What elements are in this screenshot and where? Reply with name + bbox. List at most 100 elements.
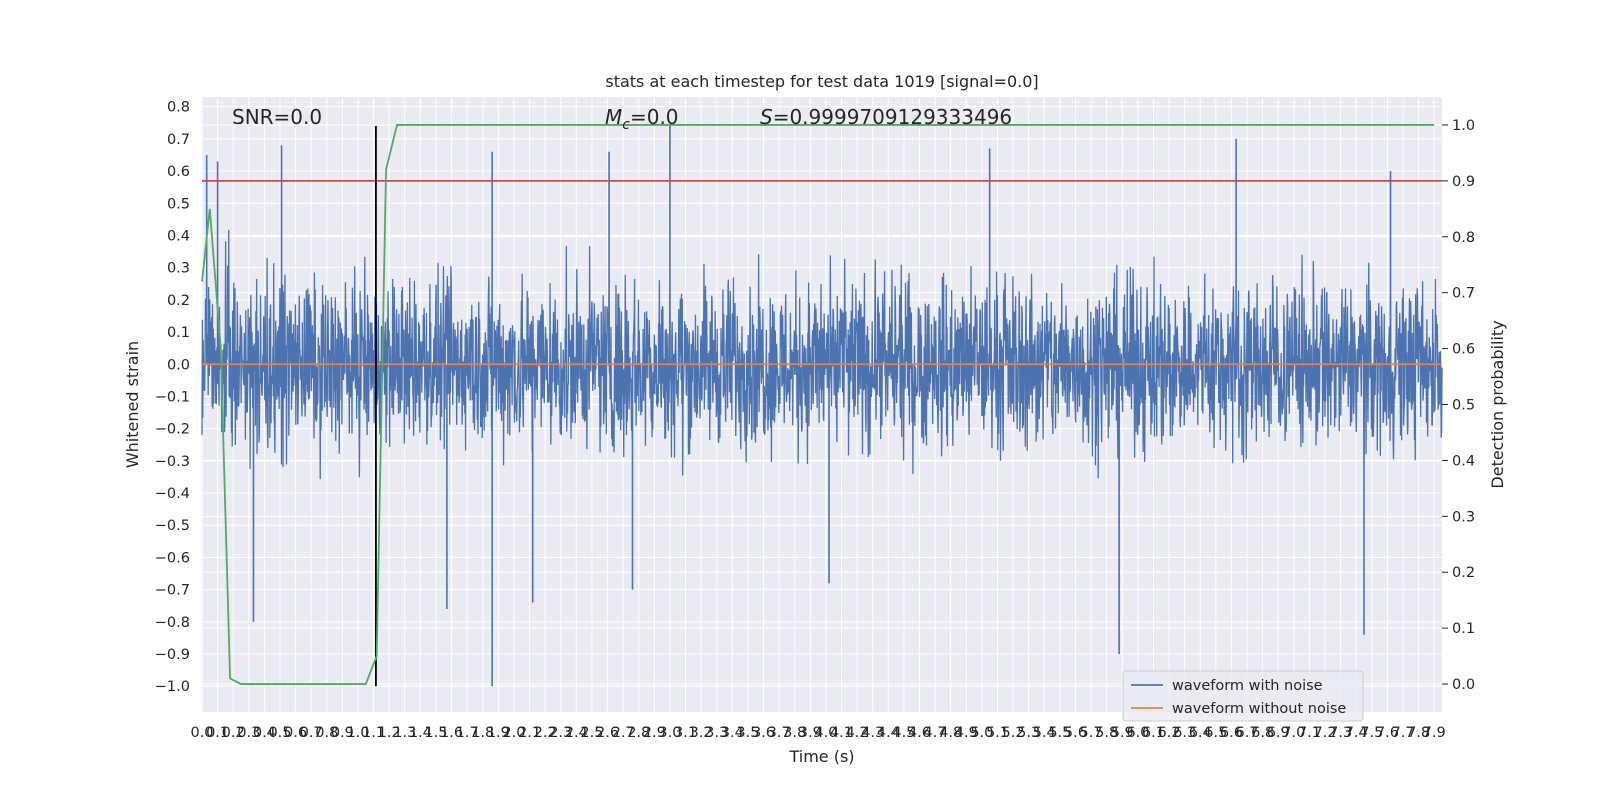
overlay-lines — [201, 124, 1442, 687]
x-tick-label: 2.2 — [534, 725, 557, 741]
y-tick-label-left: 0.8 — [167, 100, 190, 116]
x-tick-label: 7.2 — [1313, 725, 1336, 741]
x-tick-label: 6.3 — [1173, 725, 1196, 741]
x-tick-label: 6.9 — [1267, 725, 1290, 741]
x-tick-label: 3.5 — [736, 725, 759, 741]
chirp-mass-value: =0.0 — [630, 105, 679, 129]
x-tick-label: 1.2 — [378, 725, 401, 741]
x-tick-label: 7.0 — [1282, 725, 1305, 741]
waveform-with-noise-line — [201, 229, 1443, 480]
y-tick-label-left: 0.6 — [167, 164, 190, 180]
x-tick-label: 0.3 — [237, 725, 260, 741]
y-axis-label-left: Whitened strain — [123, 341, 142, 468]
x-tick-label: 6.1 — [1142, 725, 1165, 741]
x-tick-label: 4.9 — [955, 725, 978, 741]
x-tick-label: 2.3 — [549, 725, 572, 741]
x-tick-label: 4.0 — [814, 725, 837, 741]
score-symbol: S — [760, 105, 773, 129]
x-tick-label: 3.7 — [768, 725, 791, 741]
x-tick-label: 6.6 — [1220, 725, 1243, 741]
x-tick-label: 3.6 — [752, 725, 775, 741]
x-tick-label: 7.1 — [1298, 725, 1321, 741]
x-tick-label: 2.5 — [580, 725, 603, 741]
x-tick-label: 6.4 — [1189, 725, 1212, 741]
y-tick-label-right: 0.1 — [1452, 621, 1475, 637]
y-tick-label-right: 0.5 — [1452, 398, 1475, 414]
y-tick-label-right: 0.9 — [1452, 174, 1475, 190]
x-tick-label: 2.4 — [565, 725, 588, 741]
y-tick-label-left: −0.4 — [155, 486, 190, 502]
x-tick-label: 5.4 — [1033, 725, 1056, 741]
snr-annotation: SNR=0.0 — [232, 105, 322, 129]
legend-label-waveform-with-noise: waveform with noise — [1172, 678, 1323, 694]
x-tick-label: 4.5 — [892, 725, 915, 741]
x-tick-label: 1.6 — [440, 725, 463, 741]
y-tick-label-right: 0.2 — [1452, 565, 1475, 581]
x-tick-label: 2.0 — [502, 725, 525, 741]
y-tick-label-left: 0.4 — [167, 228, 190, 244]
x-tick-label: 5.9 — [1111, 725, 1134, 741]
y-tick-label-left: 0.7 — [167, 132, 190, 148]
x-tick-label: 6.7 — [1236, 725, 1259, 741]
y-tick-label-left: 0.2 — [167, 293, 190, 309]
y-tick-label-left: 0.0 — [167, 357, 190, 373]
x-tick-label: 3.2 — [690, 725, 713, 741]
x-tick-label: 5.6 — [1064, 725, 1087, 741]
x-tick-label: 7.6 — [1376, 725, 1399, 741]
y-tick-label-right: 1.0 — [1452, 118, 1475, 134]
x-tick-label: 1.7 — [456, 725, 479, 741]
x-tick-label: 5.1 — [986, 725, 1009, 741]
y-tick-label-left: −1.0 — [155, 679, 190, 695]
y-tick-label-left: −0.9 — [155, 647, 190, 663]
x-tick-label: 6.5 — [1204, 725, 1227, 741]
x-tick-label: 4.7 — [924, 725, 947, 741]
chirp-mass-annotation: Mc=0.0 — [605, 105, 679, 133]
x-tick-label: 0.8 — [315, 725, 338, 741]
x-tick-label: 2.7 — [612, 725, 635, 741]
x-tick-label: 1.9 — [487, 725, 510, 741]
y-tick-label-right: 0.6 — [1452, 342, 1475, 358]
x-tick-label: 1.8 — [471, 725, 494, 741]
y-tick-label-right: 0.3 — [1452, 509, 1475, 525]
x-tick-label: 4.3 — [861, 725, 884, 741]
x-tick-label: 6.0 — [1126, 725, 1149, 741]
legend-box — [1122, 670, 1364, 722]
waveform-with-noise-series — [201, 125, 1443, 687]
legend-label-waveform-without-noise: waveform without noise — [1172, 701, 1346, 717]
y-tick-label-left: −0.3 — [155, 454, 190, 470]
x-tick-label: 1.0 — [346, 725, 369, 741]
y-tick-label-right: 0.7 — [1452, 286, 1475, 302]
x-tick-label: 1.1 — [362, 725, 385, 741]
chart-title: stats at each timestep for test data 101… — [605, 72, 1038, 91]
x-tick-label: 0.7 — [300, 725, 323, 741]
x-tick-label: 4.6 — [908, 725, 931, 741]
x-tick-label: 4.4 — [877, 725, 900, 741]
x-tick-label: 0.4 — [253, 725, 276, 741]
y-tick-label-left: 0.3 — [167, 261, 190, 277]
x-tick-label: 0.2 — [222, 725, 245, 741]
x-tick-label: 5.7 — [1080, 725, 1103, 741]
x-tick-label: 6.2 — [1158, 725, 1181, 741]
y-tick-label-left: 0.1 — [167, 325, 190, 341]
y-tick-label-right: 0.4 — [1452, 453, 1475, 469]
x-tick-label: 5.0 — [970, 725, 993, 741]
y-tick-label-right: 0.0 — [1452, 677, 1475, 693]
y-tick-label-left: 0.5 — [167, 196, 190, 212]
y-tick-label-left: −0.2 — [155, 422, 190, 438]
x-tick-label: 3.0 — [658, 725, 681, 741]
x-tick-label: 5.2 — [1002, 725, 1025, 741]
x-tick-label: 7.9 — [1423, 725, 1446, 741]
y-tick-label-left: −0.7 — [155, 583, 190, 599]
x-tick-label: 2.8 — [627, 725, 650, 741]
x-tick-label: 7.7 — [1391, 725, 1414, 741]
y-tick-label-left: −0.6 — [155, 550, 190, 566]
x-tick-label: 0.9 — [331, 725, 354, 741]
x-tick-label: 7.3 — [1329, 725, 1352, 741]
x-tick-label: 1.3 — [393, 725, 416, 741]
x-tick-label: 2.9 — [643, 725, 666, 741]
x-tick-label: 0.1 — [206, 725, 229, 741]
x-tick-label: 3.8 — [783, 725, 806, 741]
x-tick-label: 4.2 — [846, 725, 869, 741]
x-tick-label: 6.8 — [1251, 725, 1274, 741]
